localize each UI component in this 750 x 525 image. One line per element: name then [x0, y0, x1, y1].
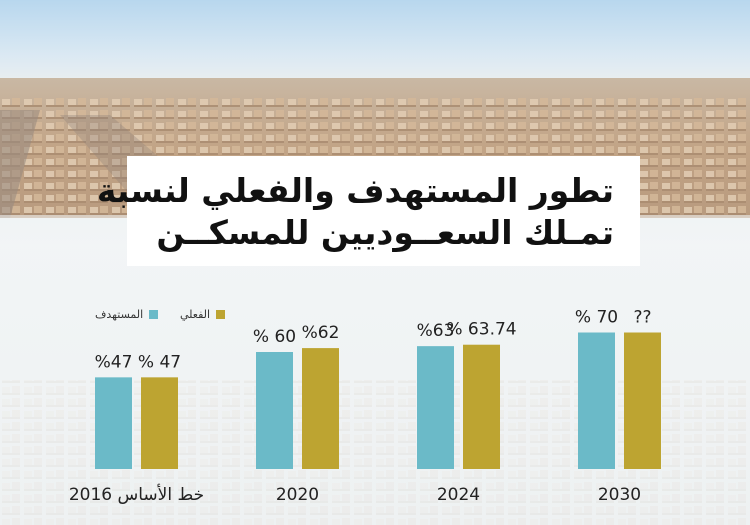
- value-label-actual-0: % 47: [138, 352, 181, 372]
- legend-swatch-actual: [216, 309, 226, 319]
- value-label-target-2: %63: [417, 321, 455, 341]
- legend-item-target: المستهدف: [95, 306, 159, 322]
- x-tick-label-0: 2016 خط الأساس: [69, 484, 204, 505]
- x-tick-label-1: 2020: [276, 485, 319, 505]
- bar-actual-2: [463, 344, 500, 469]
- bar-target-1: [256, 352, 293, 469]
- chart-title-box: تطور المستهدف والفعلي لنسبة تمـلك السعــ…: [96, 156, 640, 266]
- value-label-actual-2: % 63.74: [446, 320, 516, 340]
- value-label-target-1: % 60: [253, 327, 296, 347]
- bar-actual-1: [302, 348, 339, 469]
- legend-swatch-target: [149, 309, 159, 319]
- chart-title-line-1: تطور المستهدف والفعلي لنسبة: [96, 171, 614, 210]
- legend-label-actual: الفعلي: [180, 307, 211, 321]
- value-label-target-3: % 70: [575, 308, 618, 328]
- bar-target-0: [95, 377, 132, 469]
- x-tick-label-2: 2024: [437, 485, 480, 505]
- value-label-actual-1: %62: [302, 323, 340, 343]
- legend-item-actual: الفعلي: [180, 306, 226, 322]
- bar-target-3: [578, 332, 615, 469]
- x-tick-label-3: 2030: [598, 485, 641, 505]
- chart-title-line-2: تمـلك السعــوديين للمسكــن: [156, 213, 614, 252]
- value-label-actual-3: ??: [633, 308, 651, 328]
- value-label-target-0: %47: [95, 352, 133, 372]
- bar-actual-3: [624, 332, 661, 469]
- bar-target-2: [417, 346, 454, 469]
- legend-label-target: المستهدف: [95, 307, 144, 321]
- bar-actual-0: [141, 377, 178, 469]
